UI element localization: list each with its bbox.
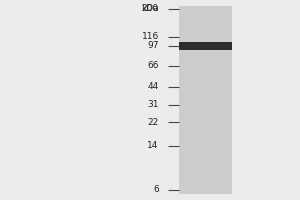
Text: 66: 66 — [147, 61, 159, 70]
Text: 97: 97 — [147, 41, 159, 50]
Text: 31: 31 — [147, 100, 159, 109]
Bar — [179, 42, 232, 50]
Text: 6: 6 — [153, 185, 159, 194]
Bar — [179, 6, 232, 194]
Text: 200: 200 — [142, 4, 159, 13]
Text: 22: 22 — [148, 118, 159, 127]
Text: 14: 14 — [147, 141, 159, 150]
Text: kDa: kDa — [141, 4, 159, 13]
Text: 44: 44 — [148, 82, 159, 91]
Text: 116: 116 — [142, 32, 159, 41]
